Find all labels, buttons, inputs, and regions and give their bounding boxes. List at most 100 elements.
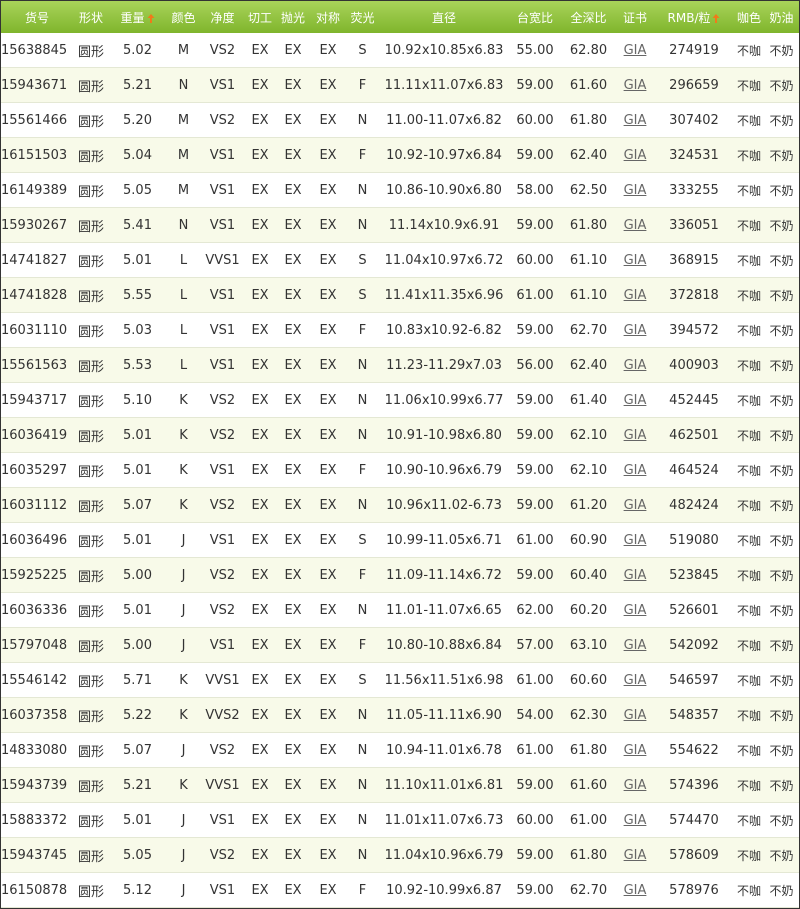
table-cell: 5.41 (109, 207, 166, 243)
certificate-link[interactable]: GIA (623, 77, 647, 93)
certificate-link[interactable]: GIA (623, 252, 647, 268)
table-cell: EX (276, 102, 310, 138)
column-header[interactable]: 重量 (109, 1, 166, 33)
table-cell: 11.01-11.07x6.65 (379, 592, 509, 628)
table-cell: 不奶 (764, 347, 799, 383)
certificate-link[interactable]: GIA (623, 532, 647, 548)
certificate-link[interactable]: GIA (623, 602, 647, 618)
certificate-link[interactable]: GIA (623, 497, 647, 513)
table-cell: EX (310, 662, 346, 698)
header-label: 台宽比 (516, 10, 553, 25)
certificate-link[interactable]: GIA (623, 217, 647, 233)
table-cell: 圆形 (73, 347, 109, 383)
certificate-link[interactable]: GIA (623, 392, 647, 408)
price-box: 548357 (669, 707, 719, 723)
certificate-link[interactable]: GIA (623, 112, 647, 128)
price-box: 394572 (669, 322, 719, 338)
table-cell: 15561466 (1, 102, 73, 138)
table-cell: 圆形 (73, 522, 109, 558)
certificate-link[interactable]: GIA (623, 42, 647, 58)
table-cell: 16151503 (1, 137, 73, 173)
table-cell: 5.01 (109, 802, 166, 838)
table-cell: EX (310, 102, 346, 138)
certificate-link[interactable]: GIA (623, 637, 647, 653)
table-cell: 不咖 (734, 137, 764, 173)
table-cell: GIA (616, 137, 654, 173)
table-cell: GIA (616, 522, 654, 558)
table-cell: 11.00-11.07x6.82 (379, 102, 509, 138)
column-header: 抛光 (276, 1, 310, 33)
certificate-link[interactable]: GIA (623, 882, 647, 898)
table-cell: EX (276, 837, 310, 873)
table-cell: 61.80 (561, 732, 616, 768)
certificate-link[interactable]: GIA (623, 322, 647, 338)
table-cell: 不奶 (764, 67, 799, 103)
table-cell: M (166, 102, 201, 138)
table-cell: 5.01 (109, 417, 166, 453)
table-cell: 不奶 (764, 102, 799, 138)
table-cell: 16037358 (1, 697, 73, 733)
table-cell: 不咖 (734, 277, 764, 313)
table-cell: GIA (616, 102, 654, 138)
table-cell: N (346, 382, 379, 418)
table-cell: F (346, 627, 379, 663)
certificate-link[interactable]: GIA (623, 427, 647, 443)
sort-arrow (712, 13, 720, 23)
table-cell: 不咖 (734, 417, 764, 453)
table-cell: 不奶 (764, 137, 799, 173)
certificate-link[interactable]: GIA (623, 707, 647, 723)
certificate-link[interactable]: GIA (623, 812, 647, 828)
table-cell: 不奶 (764, 172, 799, 208)
certificate-link[interactable]: GIA (623, 287, 647, 303)
table-cell: 578609 (654, 837, 734, 873)
table-row: 16151503 圆形 5.04 M VS1 EX EX EX F 10.92-10.97x6.8… (1, 137, 799, 173)
header-row: 货号 形状 重量 颜色 净度 切工 抛光 对称 荧光 直径 台宽比 全深比 证书 RMB/粒 咖色 奶油 (1, 1, 799, 33)
price-box: 546597 (669, 672, 719, 688)
price-box: 526601 (669, 602, 719, 618)
table-cell: 15943671 (1, 67, 73, 103)
certificate-link[interactable]: GIA (623, 462, 647, 478)
table-cell: 5.53 (109, 347, 166, 383)
table-cell: 15930267 (1, 207, 73, 243)
certificate-link[interactable]: GIA (623, 147, 647, 163)
table-cell: EX (310, 627, 346, 663)
column-header[interactable]: RMB/粒 (654, 1, 734, 33)
table-cell: EX (276, 67, 310, 103)
table-cell: 不咖 (734, 242, 764, 278)
table-cell: 62.70 (561, 872, 616, 908)
table-cell: 60.00 (509, 242, 561, 278)
table-cell: 5.12 (109, 872, 166, 908)
table-cell: VVS2 (201, 697, 244, 733)
table-cell: 不奶 (764, 872, 799, 908)
table-cell: GIA (616, 802, 654, 838)
certificate-link[interactable]: GIA (623, 672, 647, 688)
table-cell: 61.20 (561, 487, 616, 523)
certificate-link[interactable]: GIA (623, 357, 647, 373)
price-box: 578609 (669, 847, 719, 863)
table-cell: GIA (616, 487, 654, 523)
header-label: 切工 (247, 10, 272, 25)
table-row: 15638845 圆形 5.02 M VS2 EX EX EX S 10.92x10.85x6.8… (1, 33, 799, 68)
table-cell: 60.00 (509, 802, 561, 838)
table-row: 14741828 圆形 5.55 L VS1 EX EX EX S 11.41x11.35x6.9… (1, 277, 799, 313)
table-cell: 59.00 (509, 837, 561, 873)
certificate-link[interactable]: GIA (623, 742, 647, 758)
table-cell: S (346, 33, 379, 68)
table-cell: 62.50 (561, 172, 616, 208)
table-cell: 61.80 (561, 207, 616, 243)
table-cell: EX (244, 522, 276, 558)
table-cell: 464524 (654, 452, 734, 488)
table-cell: 59.00 (509, 417, 561, 453)
certificate-link[interactable]: GIA (623, 182, 647, 198)
table-cell: 10.83x10.92-6.82 (379, 312, 509, 348)
certificate-link[interactable]: GIA (623, 567, 647, 583)
table-cell: 圆形 (73, 207, 109, 243)
table-cell: 11.23-11.29x7.03 (379, 347, 509, 383)
table-cell: N (346, 802, 379, 838)
table-cell: 不咖 (734, 592, 764, 628)
certificate-link[interactable]: GIA (623, 847, 647, 863)
certificate-link[interactable]: GIA (623, 777, 647, 793)
table-cell: 61.80 (561, 102, 616, 138)
table-cell: 10.80-10.88x6.84 (379, 627, 509, 663)
table-cell: 59.00 (509, 872, 561, 908)
